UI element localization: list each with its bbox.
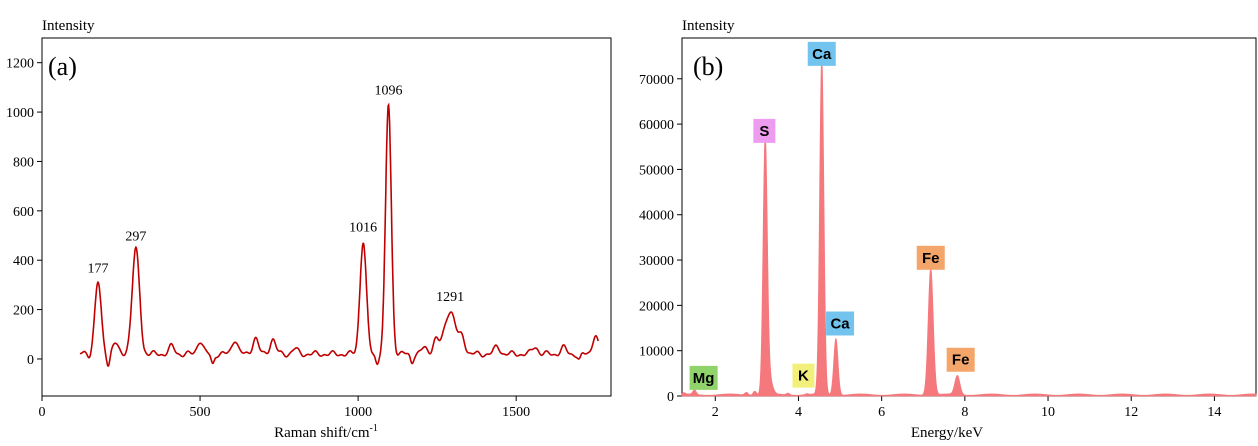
y-tick-label: 800 — [13, 155, 34, 170]
panel-a-xlabel: Raman shift/cm-1 — [274, 423, 378, 441]
panel-b-tag: (b) — [693, 52, 723, 81]
peak-label: 297 — [125, 229, 146, 244]
peak-label: 177 — [87, 261, 108, 276]
panel-a-frame — [41, 37, 612, 397]
y-tick-label: 30000 — [639, 254, 674, 269]
eds-spectrum-area — [681, 58, 1257, 397]
panel-a-y-ticks: 0 200 400 600 800 1000 1200 — [6, 57, 42, 368]
x-tick-label: 14 — [1207, 405, 1221, 420]
x-tick-label: 12 — [1124, 405, 1138, 420]
raman-spectrum-line — [79, 102, 599, 367]
y-tick-label: 600 — [13, 205, 34, 220]
element-label-box — [689, 365, 718, 390]
y-tick-label: 50000 — [639, 163, 674, 178]
raman-panel: Intensity (a) Raman shift/cm-1 0 200 400 60… — [6, 18, 612, 441]
y-tick-label: 60000 — [639, 118, 674, 133]
element-label-box — [826, 311, 855, 336]
panel-b-y-ticks: 0 10000 20000 30000 40000 50000 60000 70000 — [639, 73, 682, 405]
element-label: Mg — [693, 370, 715, 387]
eds-panel: Intensity (b) Energy/keV 0 10000 20000 3000… — [639, 18, 1257, 441]
panel-b-element-labels: Mg K S Ca Ca Fe Fe — [689, 41, 975, 390]
y-tick-label: 200 — [13, 304, 34, 319]
y-tick-label: 20000 — [639, 299, 674, 314]
y-tick-label: 70000 — [639, 73, 674, 88]
element-label: Fe — [922, 250, 940, 267]
element-label-box — [807, 41, 836, 66]
element-label: Ca — [830, 315, 850, 332]
x-tick-label: 1000 — [344, 405, 372, 420]
x-tick-label: 2 — [712, 405, 719, 420]
x-tick-label: 4 — [795, 405, 802, 420]
element-label: Ca — [812, 46, 832, 63]
element-label: K — [798, 368, 809, 385]
y-tick-label: 10000 — [639, 345, 674, 360]
x-tick-label: 10 — [1041, 405, 1055, 420]
x-tick-label: 1500 — [502, 405, 530, 420]
panel-a-tag: (a) — [48, 52, 77, 81]
element-label-box — [753, 118, 776, 143]
peak-label: 1291 — [436, 290, 464, 305]
panel-a-x-ticks: 0 500 1000 1500 — [39, 396, 530, 420]
x-tick-label: 8 — [961, 405, 968, 420]
element-label: S — [759, 123, 769, 140]
element-label-box — [946, 347, 975, 372]
panel-b-ylabel: Intensity — [682, 18, 735, 34]
panel-b-xlabel: Energy/keV — [911, 425, 983, 441]
y-tick-label: 400 — [13, 254, 34, 269]
y-tick-label: 0 — [27, 353, 34, 368]
y-tick-label: 1200 — [6, 57, 34, 72]
element-label: Fe — [952, 352, 970, 369]
element-label-box — [916, 245, 945, 270]
x-tick-label: 500 — [190, 405, 211, 420]
peak-label: 1016 — [349, 221, 377, 236]
panel-b-x-ticks: 2 4 6 8 10 12 14 — [712, 396, 1221, 420]
x-tick-label: 6 — [878, 405, 885, 420]
panel-a-ylabel: Intensity — [42, 18, 95, 34]
element-label-box — [792, 363, 815, 388]
panel-a-peak-labels: 177 297 1016 1096 1291 — [87, 84, 464, 305]
x-tick-label: 0 — [39, 405, 46, 420]
y-tick-label: 1000 — [6, 106, 34, 121]
y-tick-label: 0 — [667, 390, 674, 405]
peak-label: 1096 — [374, 84, 402, 99]
y-tick-label: 40000 — [639, 209, 674, 224]
